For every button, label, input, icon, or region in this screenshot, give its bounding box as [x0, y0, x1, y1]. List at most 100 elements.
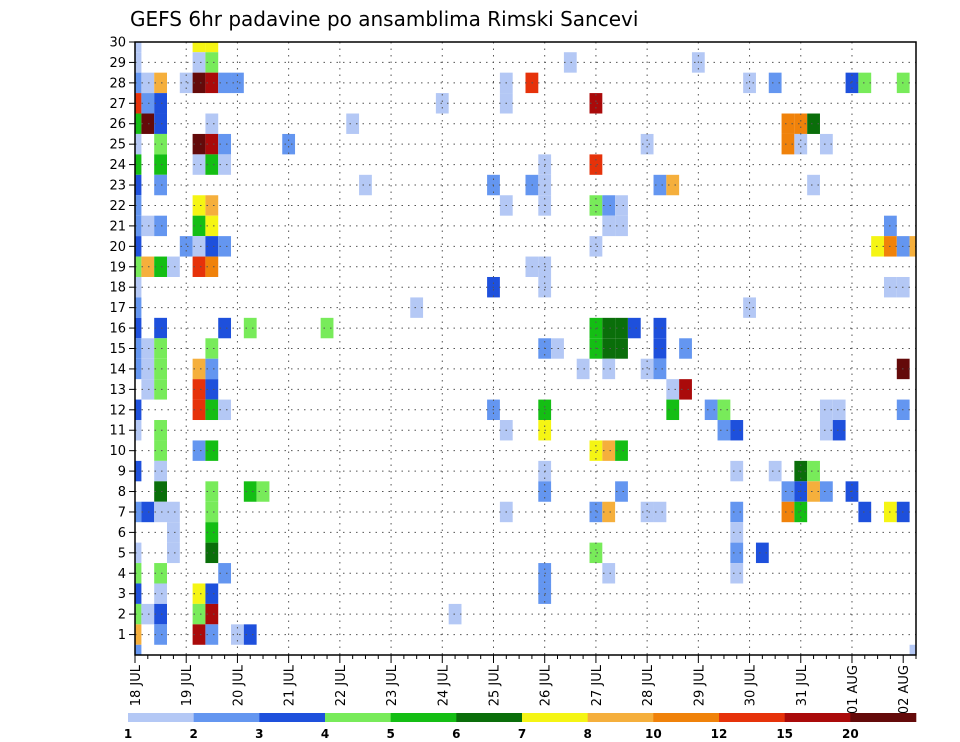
heatmap-cell	[218, 154, 232, 175]
heatmap-cell	[807, 460, 820, 482]
legend-color-swatch	[259, 713, 326, 722]
heatmap-cell	[192, 583, 206, 604]
heatmap-cell	[819, 420, 833, 441]
y-tick-label: 13	[109, 383, 126, 398]
heatmap-cell	[192, 133, 206, 155]
heatmap-cell	[141, 501, 155, 523]
heatmap-cell	[218, 563, 232, 584]
heatmap-cell	[135, 317, 142, 339]
heatmap-cell	[205, 215, 219, 237]
y-tick-label: 18	[109, 281, 126, 296]
heatmap-cell	[243, 481, 257, 502]
heatmap-cell	[679, 338, 692, 359]
heatmap-cell	[781, 501, 795, 523]
heatmap-cell	[135, 93, 142, 114]
heatmap-cell	[205, 42, 219, 53]
heatmap-cell	[819, 133, 833, 155]
heatmap-cell	[179, 72, 193, 94]
heatmap-cell	[167, 256, 180, 277]
y-tick-label: 28	[109, 76, 126, 91]
heatmap-cell	[205, 338, 219, 359]
heatmap-cell	[832, 420, 846, 441]
heatmap-cell	[256, 481, 270, 502]
heatmap-cell	[135, 338, 142, 359]
heatmap-cell	[359, 174, 372, 196]
heatmap-cell	[135, 256, 142, 277]
heatmap-cell	[135, 113, 142, 134]
heatmap-cell	[154, 317, 167, 339]
heatmap-cell	[858, 72, 872, 94]
heatmap-cell	[141, 379, 155, 400]
heatmap-cell	[666, 379, 680, 400]
y-tick-label: 2	[118, 608, 126, 623]
heatmap-cell	[205, 72, 219, 94]
heatmap-cell	[205, 399, 219, 421]
x-tick-label: 25 JUL	[487, 664, 502, 706]
heatmap-cell	[909, 644, 916, 655]
heatmap-cell	[141, 603, 155, 625]
x-tick-label: 22 JUL	[334, 664, 349, 706]
heatmap-cell	[135, 133, 142, 155]
heatmap-cell	[154, 481, 167, 502]
heatmap-cell	[768, 72, 782, 94]
heatmap-cell	[135, 236, 142, 257]
heatmap-cell	[141, 358, 155, 380]
y-tick-label: 19	[109, 260, 126, 275]
x-tick-label: 27 JUL	[590, 664, 605, 706]
legend-color-swatch	[784, 713, 851, 722]
heatmap-cell	[717, 399, 731, 421]
heatmap-cell	[858, 501, 872, 523]
legend-color-swatch	[390, 713, 457, 722]
heatmap-cell	[602, 215, 616, 237]
heatmap-cell	[192, 195, 206, 216]
heatmap-cell	[819, 481, 833, 502]
heatmap-cell	[589, 154, 603, 175]
y-tick-label: 9	[118, 465, 126, 480]
heatmap-cell	[615, 338, 628, 359]
heatmap-cell	[154, 501, 167, 523]
heatmap-cells	[135, 42, 916, 655]
heatmap-cell	[589, 542, 603, 564]
heatmap-cell	[807, 174, 820, 196]
heatmap-cell	[435, 93, 449, 114]
heatmap-cell	[589, 236, 603, 257]
heatmap-cell	[167, 542, 180, 564]
y-axis-ticks: 1234567891011121314151617181920212223242…	[109, 36, 135, 643]
legend-color-swatch	[719, 713, 785, 722]
heatmap-cell	[135, 52, 142, 73]
heatmap-cell	[154, 603, 167, 625]
heatmap-cell	[167, 501, 180, 523]
heatmap-cell	[218, 317, 232, 339]
heatmap-cell	[218, 72, 232, 94]
heatmap-cell	[653, 338, 667, 359]
legend-color-swatch	[653, 713, 720, 722]
heatmap-cell	[819, 399, 833, 421]
heatmap-cell	[653, 501, 667, 523]
heatmap-cell	[192, 42, 206, 53]
x-tick-label: 31 JUL	[795, 664, 810, 706]
y-tick-label: 29	[109, 56, 126, 71]
heatmap-cell	[704, 399, 718, 421]
y-tick-label: 25	[109, 138, 126, 153]
legend-level-label: 1	[124, 727, 132, 741]
heatmap-cell	[154, 583, 167, 604]
heatmap-cell	[154, 174, 167, 196]
heatmap-cell	[832, 399, 846, 421]
heatmap-cell	[218, 399, 232, 421]
heatmap-cell	[205, 195, 219, 216]
heatmap-cell	[218, 236, 232, 257]
heatmap-cell	[192, 154, 206, 175]
legend-level-label: 7	[518, 727, 526, 741]
heatmap-cell	[640, 358, 654, 380]
heatmap-cell	[730, 420, 744, 441]
heatmap-cell	[794, 113, 808, 134]
heatmap-cell	[205, 236, 219, 257]
heatmap-cell	[141, 256, 155, 277]
x-tick-label: 20 JUL	[231, 664, 246, 706]
heatmap-cell	[135, 215, 142, 237]
heatmap-cell	[154, 93, 167, 114]
y-tick-label: 27	[109, 97, 126, 112]
heatmap-cell	[602, 195, 616, 216]
heatmap-cell	[135, 154, 142, 175]
heatmap-cell	[192, 72, 206, 94]
